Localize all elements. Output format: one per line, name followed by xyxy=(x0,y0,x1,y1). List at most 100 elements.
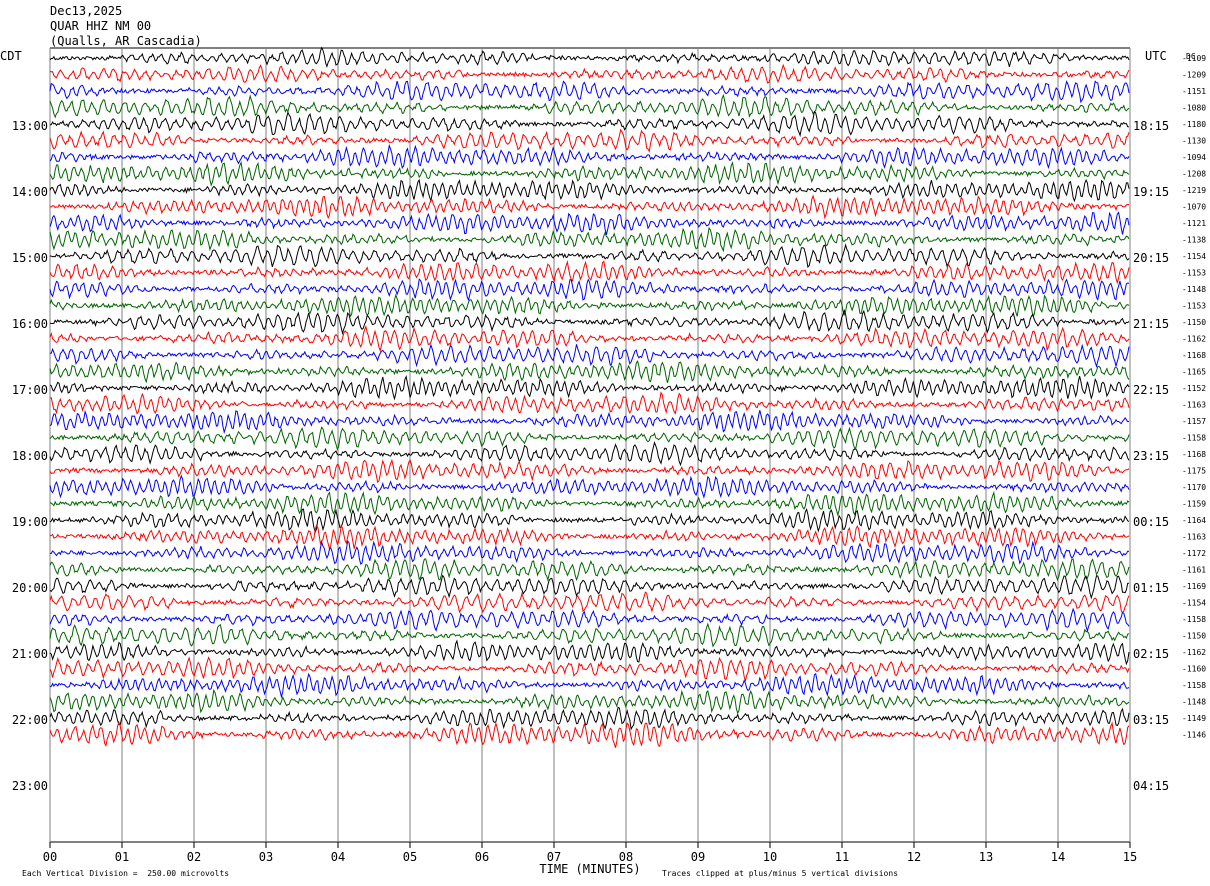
seismic-trace xyxy=(49,720,1130,748)
dc-offset-label: -1165 xyxy=(1182,368,1206,377)
seismic-trace xyxy=(49,558,1130,582)
dc-offset-label: -1158 xyxy=(1182,615,1206,624)
seismic-trace xyxy=(49,656,1130,683)
seismic-trace xyxy=(49,46,1130,68)
left-hour-label: 22:00 xyxy=(12,713,48,727)
dc-offset-label: -1168 xyxy=(1182,351,1206,360)
left-hour-label: 20:00 xyxy=(12,581,48,595)
dc-offset-label: -1158 xyxy=(1182,681,1206,690)
seismic-trace xyxy=(49,440,1130,467)
dc-offset-label: -1153 xyxy=(1182,269,1206,278)
right-hour-label: 03:15 xyxy=(1133,713,1169,727)
left-hour-label: 13:00 xyxy=(12,119,48,133)
seismic-trace xyxy=(49,508,1130,534)
left-hour-label: 19:00 xyxy=(12,515,48,529)
dc-offset-label: -1150 xyxy=(1182,632,1206,641)
x-tick-label: 05 xyxy=(403,850,417,864)
seismic-trace xyxy=(49,688,1130,715)
dc-offset-label: -1162 xyxy=(1182,648,1206,657)
dc-offset-label: -1130 xyxy=(1182,137,1206,146)
seismic-trace xyxy=(49,211,1130,235)
dc-offset-label: -1163 xyxy=(1182,401,1206,410)
dc-offset-label: -1161 xyxy=(1182,566,1206,575)
right-hour-label: 04:15 xyxy=(1133,779,1169,793)
x-axis-title: TIME (MINUTES) xyxy=(539,862,640,876)
x-tick-label: 15 xyxy=(1123,850,1137,864)
x-tick-label: 03 xyxy=(259,850,273,864)
dc-offset-label: -1154 xyxy=(1182,599,1206,608)
seismic-trace xyxy=(49,325,1130,353)
right-hour-label: 22:15 xyxy=(1133,383,1169,397)
seismic-trace xyxy=(49,574,1130,600)
x-tick-label: 14 xyxy=(1051,850,1065,864)
seismic-trace xyxy=(50,343,1130,368)
left-hour-label: 14:00 xyxy=(12,185,48,199)
label-layer: 00 01 02 03 04 05 06 07 08 09 10 11 12 13 14 15 TIME (MI… xyxy=(12,54,1206,876)
dc-offset-label: -1153 xyxy=(1182,302,1206,311)
dc-offset-label: -1094 xyxy=(1182,153,1206,162)
dc-offset-label: -1209 xyxy=(1182,71,1206,80)
right-hour-label: 23:15 xyxy=(1133,449,1169,463)
right-hour-label: 21:15 xyxy=(1133,317,1169,331)
dc-offset-label: -1208 xyxy=(1182,170,1206,179)
dc-offset-label: -1148 xyxy=(1182,698,1206,707)
right-hour-label: 19:15 xyxy=(1133,185,1169,199)
seismic-trace xyxy=(49,672,1130,699)
x-tick-label: 06 xyxy=(475,850,489,864)
left-hour-label: 16:00 xyxy=(12,317,48,331)
dc-offset-label: -1172 xyxy=(1182,549,1206,558)
seismic-trace xyxy=(49,143,1130,170)
left-hour-label: 15:00 xyxy=(12,251,48,265)
seismic-trace xyxy=(49,490,1130,517)
dc-header-label: DC xyxy=(1186,52,1196,61)
right-hour-label: 02:15 xyxy=(1133,647,1169,661)
dc-offset-label: -1154 xyxy=(1182,252,1206,261)
x-tick-label: 13 xyxy=(979,850,993,864)
seismic-trace xyxy=(49,160,1130,187)
location-label: (Qualls, AR Cascadia) xyxy=(50,34,202,48)
x-tick-label: 01 xyxy=(115,850,129,864)
seismic-trace xyxy=(49,293,1130,318)
dc-offset-label: -1180 xyxy=(1182,120,1206,129)
seismic-trace xyxy=(49,63,1130,84)
right-hour-label: 00:15 xyxy=(1133,515,1169,529)
left-timezone-label: CDT xyxy=(0,49,22,63)
dc-offset-label: -1169 xyxy=(1182,582,1206,591)
date-label: Dec13,2025 xyxy=(50,4,123,18)
dc-offset-label: -1164 xyxy=(1182,516,1206,525)
x-tick-label: 09 xyxy=(691,850,705,864)
seismic-trace xyxy=(49,260,1130,285)
seismic-trace xyxy=(49,360,1130,384)
seismic-trace xyxy=(49,80,1130,104)
seismic-trace xyxy=(49,128,1130,153)
seismic-trace xyxy=(49,474,1130,499)
dc-offset-label: -1151 xyxy=(1182,87,1206,96)
seismic-trace xyxy=(49,178,1130,203)
right-hour-label: 18:15 xyxy=(1133,119,1169,133)
dc-offset-label: -1162 xyxy=(1182,335,1206,344)
trace-layer xyxy=(49,46,1130,748)
seismic-trace xyxy=(49,226,1130,253)
x-tick-label: 04 xyxy=(331,850,345,864)
seismic-trace xyxy=(49,622,1130,648)
dc-offset-label: -1149 xyxy=(1182,714,1206,723)
dc-offset-label: -1152 xyxy=(1182,384,1206,393)
seismic-trace xyxy=(49,639,1130,666)
dc-offset-label: -1168 xyxy=(1182,450,1206,459)
seismic-trace xyxy=(49,607,1130,633)
right-hour-label: 20:15 xyxy=(1133,251,1169,265)
dc-offset-label: -1080 xyxy=(1182,104,1206,113)
x-tick-label: 10 xyxy=(763,850,777,864)
seismic-trace xyxy=(49,243,1130,269)
seismic-trace xyxy=(49,278,1130,302)
x-tick-label: 08 xyxy=(619,850,633,864)
seismic-trace xyxy=(49,391,1130,415)
right-timezone-label: UTC xyxy=(1145,49,1167,63)
dc-offset-label: -1158 xyxy=(1182,434,1206,443)
x-tick-label: 12 xyxy=(907,850,921,864)
x-tick-label: 00 xyxy=(43,850,57,864)
seismic-trace xyxy=(49,110,1130,138)
seismic-trace xyxy=(49,539,1130,565)
seismic-trace xyxy=(49,591,1130,614)
dc-offset-label: -1121 xyxy=(1182,219,1206,228)
